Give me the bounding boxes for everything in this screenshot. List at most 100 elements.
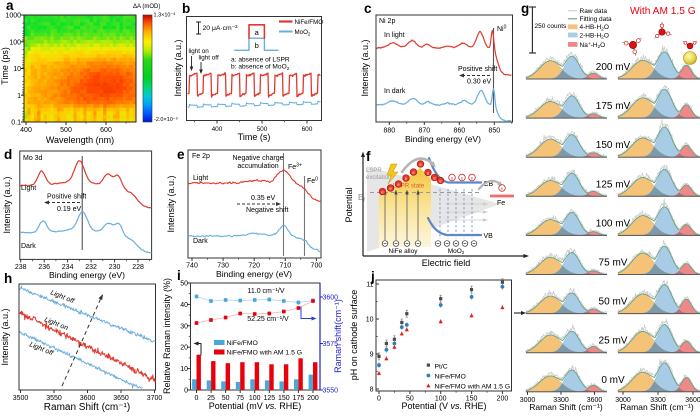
svg-text:3000: 3000	[520, 397, 536, 404]
svg-text:Time (ps): Time (ps)	[0, 47, 10, 85]
svg-text:232: 232	[85, 264, 97, 271]
svg-text:730: 730	[217, 263, 229, 270]
svg-text:Raman shift(cm⁻¹): Raman shift(cm⁻¹)	[333, 299, 343, 373]
svg-text:3575: 3575	[323, 341, 339, 348]
svg-text:52.25 cm⁻¹/V: 52.25 cm⁻¹/V	[247, 316, 289, 323]
svg-text:j: j	[370, 269, 375, 284]
svg-text:75 mV: 75 mV	[599, 258, 628, 269]
svg-text:10: 10	[366, 317, 374, 324]
svg-text:Positive shift: Positive shift	[47, 194, 86, 201]
svg-text:Fe0: Fe0	[307, 177, 318, 186]
svg-text:Potential (mV vs. RHE): Potential (mV vs. RHE)	[209, 401, 302, 411]
svg-text:1000: 1000	[5, 13, 21, 20]
svg-text:Light: Light	[21, 185, 36, 192]
svg-text:b: absence of MoO2: b: absence of MoO2	[231, 64, 290, 71]
svg-text:Pt/C: Pt/C	[435, 364, 448, 371]
svg-text:Na+-H2O: Na+-H2O	[580, 42, 606, 50]
svg-text:ΔA (mOD): ΔA (mOD)	[133, 4, 160, 10]
svg-text:1.3×10⁻³: 1.3×10⁻³	[154, 13, 176, 19]
svg-text:3550: 3550	[46, 395, 62, 402]
svg-text:c: c	[364, 1, 372, 16]
svg-text:Electric field: Electric field	[422, 258, 471, 268]
svg-text:3600: 3600	[587, 397, 603, 404]
svg-text:0.19 eV: 0.19 eV	[57, 206, 81, 213]
svg-text:e: e	[471, 175, 474, 180]
svg-text:400: 400	[212, 126, 223, 133]
svg-text:In dark: In dark	[384, 88, 406, 95]
svg-text:25: 25	[207, 395, 215, 402]
svg-text:CB: CB	[484, 181, 494, 188]
svg-text:Raw data: Raw data	[580, 8, 608, 15]
svg-text:NiFe alloy: NiFe alloy	[389, 248, 419, 255]
svg-text:Light off: Light off	[28, 341, 55, 357]
svg-text:excitation: excitation	[366, 175, 391, 181]
svg-text:150: 150	[278, 395, 290, 402]
svg-text:175 mV: 175 mV	[596, 101, 631, 112]
svg-text:25 mV: 25 mV	[599, 336, 628, 347]
svg-text:h: h	[4, 271, 12, 286]
svg-text:Light: Light	[193, 175, 208, 182]
svg-text:100: 100	[9, 39, 21, 46]
svg-text:150: 150	[466, 396, 478, 403]
svg-text:3600: 3600	[80, 395, 96, 402]
svg-text:Dark: Dark	[21, 243, 36, 250]
svg-text:f: f	[366, 149, 371, 164]
svg-text:Binding energy (eV): Binding energy (eV)	[216, 269, 292, 279]
svg-text:e: e	[427, 170, 430, 175]
svg-text:Ni 2p: Ni 2p	[379, 18, 395, 25]
svg-text:e: e	[177, 147, 185, 162]
svg-text:Negative charge: Negative charge	[233, 155, 284, 162]
svg-text:236: 236	[38, 264, 50, 271]
svg-text:8: 8	[370, 387, 374, 394]
svg-text:200: 200	[307, 395, 319, 402]
svg-text:230: 230	[109, 264, 121, 271]
svg-text:3650: 3650	[113, 395, 129, 402]
svg-text:NiFe/FMO with AM 1.5 G: NiFe/FMO with AM 1.5 G	[435, 384, 511, 391]
svg-text:3600: 3600	[323, 295, 339, 302]
svg-text:Raman Shift (cm⁻¹): Raman Shift (cm⁻¹)	[620, 402, 694, 412]
svg-text:e: e	[397, 182, 400, 187]
svg-text:50 mV: 50 mV	[599, 297, 628, 308]
svg-text:Raman Shift (cm⁻¹): Raman Shift (cm⁻¹)	[529, 402, 603, 412]
svg-text:250 counts: 250 counts	[535, 23, 568, 30]
svg-text:Raman Shift (cm⁻¹): Raman Shift (cm⁻¹)	[44, 402, 130, 413]
svg-text:0.30 eV: 0.30 eV	[467, 79, 491, 86]
svg-text:Wavelength (nm): Wavelength (nm)	[46, 135, 114, 145]
svg-text:Positive shift: Positive shift	[458, 66, 497, 73]
svg-text:Intensity (a.u.): Intensity (a.u.)	[2, 176, 12, 233]
svg-text:100: 100	[249, 395, 261, 402]
svg-text:e: e	[381, 189, 384, 194]
svg-text:40: 40	[180, 302, 188, 309]
svg-text:g: g	[521, 1, 529, 16]
svg-text:3700: 3700	[147, 395, 163, 402]
svg-text:Intensity (a.u.): Intensity (a.u.)	[0, 308, 10, 365]
svg-text:Potential (V vs. RHE): Potential (V vs. RHE)	[401, 401, 486, 411]
svg-text:238: 238	[15, 264, 27, 271]
svg-text:Fe 2p: Fe 2p	[192, 153, 210, 160]
svg-text:light on: light on	[189, 48, 210, 55]
svg-text:In light: In light	[384, 32, 405, 39]
svg-text:Light off: Light off	[49, 289, 76, 305]
svg-text:710: 710	[279, 263, 291, 270]
svg-text:50: 50	[180, 281, 188, 288]
svg-text:870: 870	[418, 128, 430, 135]
svg-text:Fe: Fe	[497, 200, 505, 207]
svg-text:accumulation: accumulation	[237, 163, 278, 170]
svg-text:0: 0	[184, 388, 188, 395]
svg-text:b: b	[255, 41, 259, 50]
svg-text:500: 500	[60, 127, 72, 134]
svg-text:50: 50	[222, 395, 230, 402]
svg-text:NiFe/FMO with AM 1.5 G: NiFe/FMO with AM 1.5 G	[227, 350, 303, 357]
svg-text:3300: 3300	[650, 397, 666, 404]
svg-text:pH on cathode surface: pH on cathode surface	[349, 290, 359, 381]
svg-text:Intensity (a.u.): Intensity (a.u.)	[166, 175, 176, 232]
svg-text:228: 228	[132, 264, 144, 271]
svg-text:700: 700	[311, 263, 323, 270]
svg-text:LSPR: LSPR	[366, 168, 382, 174]
svg-text:MoO2: MoO2	[448, 248, 465, 255]
svg-text:d: d	[4, 147, 12, 162]
svg-text:Intensity (a.u.): Intensity (a.u.)	[360, 39, 370, 96]
svg-text:0 mV: 0 mV	[601, 375, 625, 386]
svg-text:e: e	[433, 175, 436, 180]
svg-text:10: 10	[180, 366, 188, 373]
